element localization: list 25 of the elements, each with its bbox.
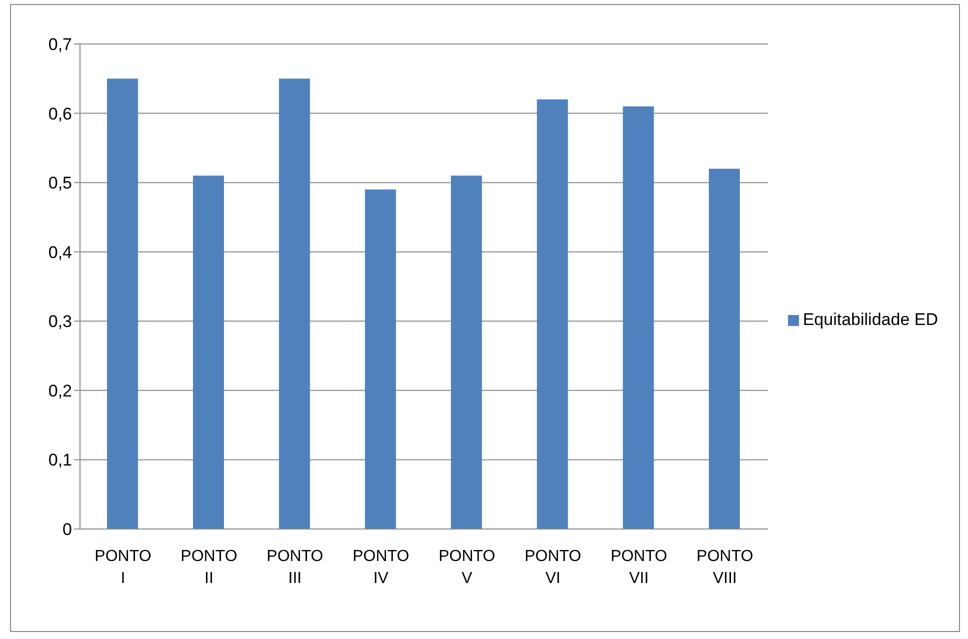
y-tick-label: 0,1 bbox=[48, 450, 72, 470]
bar bbox=[278, 78, 310, 529]
legend-label: Equitabilidade ED bbox=[802, 310, 938, 328]
bar bbox=[364, 190, 396, 529]
x-tick-label: PONTO I bbox=[94, 548, 152, 587]
bar bbox=[708, 168, 740, 529]
y-tick-label: 0,5 bbox=[48, 174, 72, 193]
bar bbox=[450, 176, 482, 529]
x-tick-label: PONTO II bbox=[180, 548, 238, 587]
y-tick-label: 0,6 bbox=[48, 104, 72, 124]
bar bbox=[107, 78, 138, 529]
y-tick-label: 0,3 bbox=[48, 312, 72, 332]
y-tick-label: 0,2 bbox=[48, 381, 72, 400]
x-tick-label: PONTO V bbox=[438, 548, 496, 587]
y-tick-label: 0 bbox=[62, 520, 72, 540]
x-tick-label: PONTO VIII bbox=[696, 548, 754, 587]
x-tick-label: PONTO III bbox=[266, 548, 324, 587]
y-tick-label: 0,7 bbox=[48, 35, 72, 54]
y-tick-label: 0,4 bbox=[48, 242, 72, 262]
x-tick-label: PONTO VI bbox=[524, 548, 582, 587]
bar bbox=[192, 176, 224, 529]
x-tick-label: PONTO IV bbox=[352, 548, 410, 587]
bar bbox=[622, 106, 654, 529]
bar bbox=[536, 99, 568, 529]
x-tick-label: PONTO VII bbox=[610, 548, 668, 587]
